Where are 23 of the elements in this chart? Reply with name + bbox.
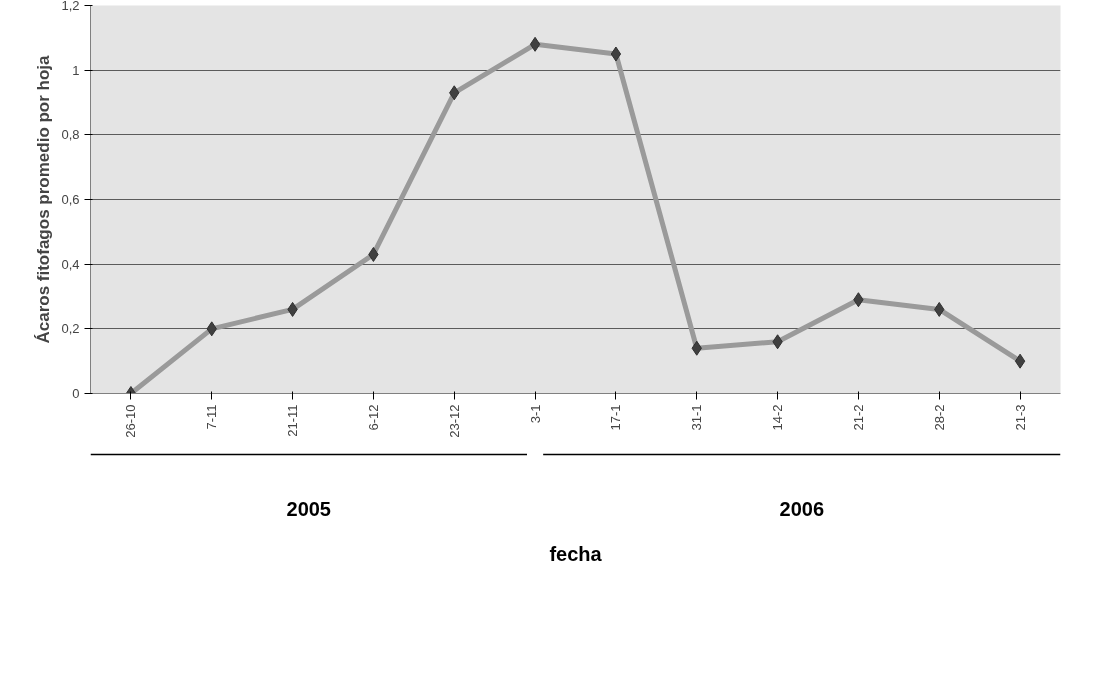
y-tick-label: 1 (72, 62, 80, 78)
text: 2005 (286, 497, 331, 520)
x-tick-label: 7-11 (204, 404, 220, 430)
x-tick-label: 28-2 (931, 404, 947, 431)
y-tick-label: 1,2 (61, 0, 80, 13)
x-tick-label: 6-12 (365, 404, 381, 431)
x-tick-label: 17-1 (608, 404, 624, 431)
x-tick-label: 3-1 (527, 404, 543, 424)
text: fecha (549, 542, 603, 565)
x-tick-label: 21-2 (850, 404, 866, 431)
x-tick-label: 23-12 (446, 404, 462, 438)
x-tick-label: 31-1 (689, 404, 705, 431)
x-tick-label: 26-10 (123, 404, 139, 438)
y-tick-label: 0,6 (61, 192, 80, 207)
y-axis-title: Ácaros fitofagos promedio por hoja (34, 54, 54, 344)
x-tick-label: 14-2 (770, 404, 786, 431)
y-tick-label: 0,8 (61, 127, 80, 143)
x-tick-label: 21-11 (285, 404, 301, 437)
y-tick-label: 0 (72, 386, 80, 401)
text: 2006 (779, 497, 825, 520)
x-tick-label: 21-3 (1012, 404, 1028, 431)
y-tick-label: 0,4 (61, 256, 80, 272)
y-tick-label: 0,2 (61, 321, 80, 337)
